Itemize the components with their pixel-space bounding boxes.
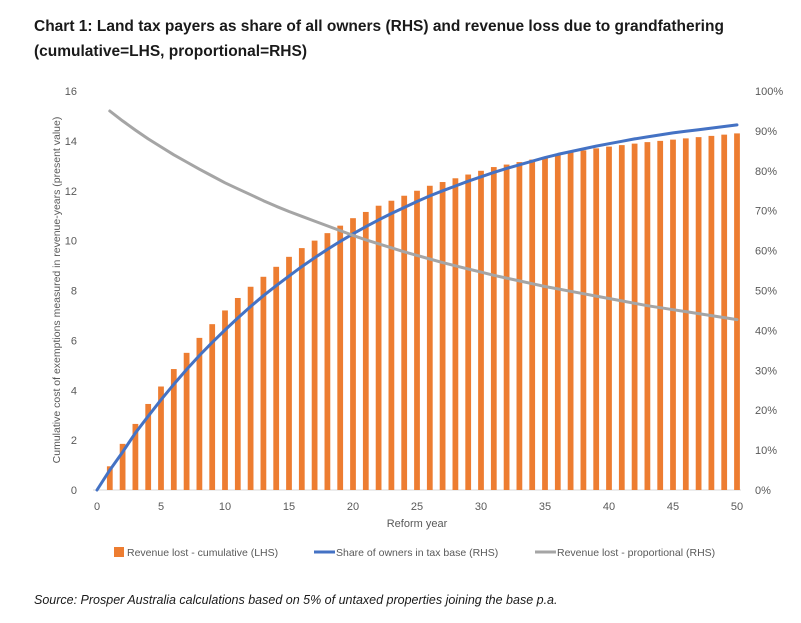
source-note: Source: Prosper Australia calculations b… <box>34 593 558 607</box>
bar <box>465 174 472 490</box>
bar <box>247 286 254 490</box>
legend-swatch-cumulative <box>114 547 124 557</box>
bar <box>132 423 139 490</box>
x-axis-ticks: 0 5 10 15 20 25 30 35 40 45 50 <box>94 501 743 513</box>
x-tick-label: 35 <box>539 501 551 513</box>
bar <box>644 142 651 490</box>
legend: Revenue lost - cumulative (LHS) Share of … <box>114 547 715 559</box>
bar <box>106 466 113 490</box>
x-tick-label: 10 <box>219 501 231 513</box>
bar <box>554 154 561 490</box>
bar <box>631 143 638 491</box>
x-tick-label: 0 <box>94 501 100 513</box>
bar <box>721 134 728 490</box>
bar <box>388 200 395 490</box>
left-tick-label: 2 <box>71 435 77 447</box>
x-tick-label: 15 <box>283 501 295 513</box>
bar <box>273 266 280 490</box>
chart-area: 0 2 4 6 8 10 12 14 16 0% 10% 20% 30% 40% 50% 60% 70% 80%… <box>51 86 783 559</box>
bar <box>183 352 190 490</box>
bar <box>260 276 267 490</box>
revenue-proportional-line <box>108 109 739 322</box>
chart-title-line1: Chart 1: Land tax payers as share of all… <box>34 18 724 35</box>
right-tick-label: 30% <box>755 365 777 377</box>
bar <box>618 145 625 490</box>
right-tick-label: 60% <box>755 246 777 258</box>
bar <box>119 443 126 490</box>
y-axis-label: Cumulative cost of exemptions measured i… <box>51 117 63 464</box>
bar <box>311 240 318 490</box>
bar <box>606 146 612 490</box>
right-tick-label: 50% <box>755 286 777 298</box>
bar <box>734 133 740 491</box>
bar <box>503 164 510 491</box>
left-tick-label: 6 <box>71 335 77 347</box>
left-tick-label: 14 <box>65 136 77 148</box>
right-tick-label: 70% <box>755 206 777 218</box>
x-tick-label: 25 <box>411 501 423 513</box>
right-tick-label: 40% <box>755 325 777 337</box>
bar <box>657 140 664 490</box>
x-tick-label: 50 <box>731 501 743 513</box>
bar <box>145 403 152 490</box>
bar <box>337 225 344 490</box>
bar-series-cumulative <box>106 133 740 491</box>
right-tick-label: 100% <box>755 86 783 98</box>
x-tick-label: 40 <box>603 501 615 513</box>
left-tick-label: 8 <box>71 286 77 298</box>
bar <box>580 150 587 490</box>
legend-label-proportional: Revenue lost - proportional (RHS) <box>557 547 715 559</box>
bar <box>567 152 574 491</box>
x-tick-label: 20 <box>347 501 359 513</box>
bar <box>452 178 459 490</box>
bar <box>158 386 164 490</box>
bar <box>529 159 536 490</box>
x-tick-label: 30 <box>475 501 487 513</box>
bar <box>516 162 523 490</box>
bar <box>350 218 356 490</box>
bar <box>593 148 600 490</box>
chart-title: Chart 1: Land tax payers as share of all… <box>34 14 794 64</box>
right-tick-label: 0% <box>755 485 771 497</box>
left-tick-label: 0 <box>71 485 77 497</box>
legend-label-share: Share of owners in tax base (RHS) <box>336 547 498 559</box>
bar <box>196 337 203 490</box>
bar <box>286 256 292 490</box>
bar <box>682 138 689 490</box>
bar <box>439 182 446 490</box>
bar <box>401 195 408 491</box>
x-axis-label: Reform year <box>387 518 448 530</box>
x-tick-label: 5 <box>158 501 164 513</box>
right-axis-ticks: 0% 10% 20% 30% 40% 50% 60% 70% 80% 90% 100% <box>755 86 783 497</box>
bar <box>414 190 420 490</box>
right-tick-label: 90% <box>755 126 777 138</box>
bar <box>670 139 676 491</box>
chart-title-line2: (cumulative=LHS, proportional=RHS) <box>34 43 308 60</box>
share-of-owners-line <box>95 123 739 492</box>
line-series-group <box>95 109 739 492</box>
right-tick-label: 20% <box>755 405 777 417</box>
left-tick-label: 10 <box>65 236 77 248</box>
right-tick-label: 80% <box>755 166 777 178</box>
bar <box>490 167 497 490</box>
bar <box>362 211 369 490</box>
left-tick-label: 4 <box>71 385 77 397</box>
bar <box>375 205 382 490</box>
left-tick-label: 12 <box>65 186 77 198</box>
bar <box>298 248 305 490</box>
bar <box>234 297 241 490</box>
bar <box>478 170 484 491</box>
bar <box>209 324 216 490</box>
left-tick-label: 16 <box>65 86 77 98</box>
bar <box>542 157 548 490</box>
bar <box>222 310 228 490</box>
right-tick-label: 10% <box>755 445 777 457</box>
bar <box>324 233 331 491</box>
bar <box>170 369 177 490</box>
left-axis-ticks: 0 2 4 6 8 10 12 14 16 <box>65 86 77 497</box>
x-tick-label: 45 <box>667 501 679 513</box>
legend-label-cumulative: Revenue lost - cumulative (LHS) <box>127 547 278 559</box>
bar <box>708 135 715 490</box>
bar <box>426 185 433 490</box>
